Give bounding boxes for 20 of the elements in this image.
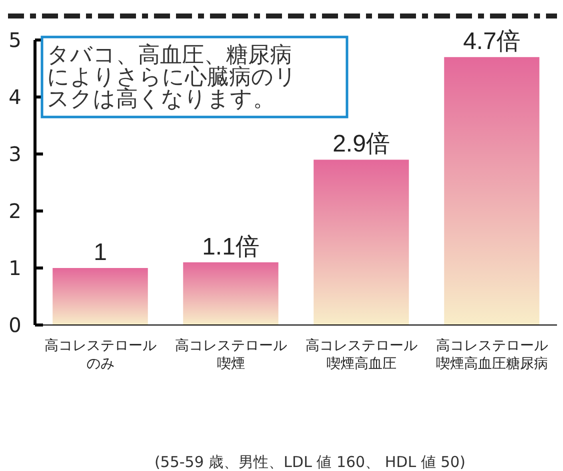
y-tick-label: 5 [8, 28, 22, 52]
bar [444, 57, 540, 325]
annotation: タバコ、高血圧、糖尿病によりさらに心臓病のリスクは高くなります。 [47, 43, 297, 112]
y-tick-label: 4 [8, 85, 22, 109]
bar [183, 262, 278, 325]
y-tick-label: 3 [8, 142, 22, 166]
data-label: 2.9倍 [332, 130, 390, 158]
bar [314, 160, 409, 325]
x-tick-label: 高コレステロールのみ [44, 338, 156, 372]
y-tick-label: 2 [8, 199, 22, 223]
y-tick-label: 1 [8, 256, 22, 280]
data-label: 1.1倍 [202, 233, 260, 260]
bar [52, 268, 148, 325]
x-tick-label: 高コレステロール喫煙高血圧 [305, 338, 418, 372]
data-label: 1 [94, 239, 107, 266]
y-tick-label: 0 [8, 313, 22, 337]
x-tick-label: 高コレステロール喫煙高血圧糖尿病 [436, 338, 548, 372]
x-tick-label: 高コレステロール喫煙 [174, 338, 287, 372]
data-label: 4.7倍 [463, 28, 520, 56]
text: (55-59 歳、男性、LDL 値 160、 HDL 値 50) [154, 453, 466, 471]
